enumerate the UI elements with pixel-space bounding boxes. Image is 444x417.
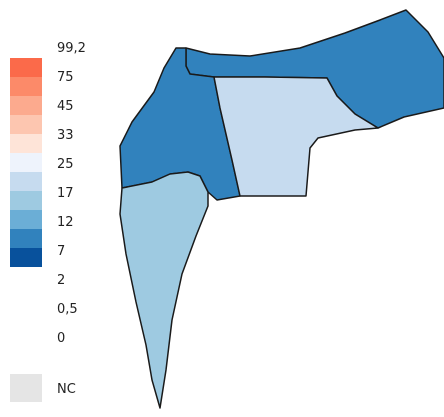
legend-nc-swatch [10,374,42,402]
legend-label: 75 [57,70,74,85]
legend-swatch [10,77,42,96]
region-south[interactable] [119,171,209,409]
legend-swatch [10,153,42,172]
legend-swatch [10,172,42,191]
legend-label: 7 [57,244,65,259]
legend-label: 99,2 [57,41,86,56]
legend-swatch [10,210,42,229]
map-regions [119,9,444,409]
legend-swatch [10,191,42,210]
legend-nc-label: NC [57,382,76,397]
legend-swatch [10,115,42,134]
legend: 99,2 75 45 33 25 17 12 7 2 0,5 0 NC [10,41,86,402]
legend-label: 45 [57,99,74,114]
legend-label: 0 [57,331,65,346]
legend-swatch [10,134,42,153]
legend-swatch [10,96,42,115]
legend-swatch [10,248,42,267]
legend-swatch [10,229,42,248]
legend-label: 33 [57,128,74,143]
legend-label: 17 [57,186,74,201]
legend-label: 12 [57,215,74,230]
legend-label: 25 [57,157,74,172]
legend-swatch [10,58,42,77]
legend-label: 0,5 [57,302,78,317]
legend-label: 2 [57,273,65,288]
region-central[interactable] [213,76,379,197]
